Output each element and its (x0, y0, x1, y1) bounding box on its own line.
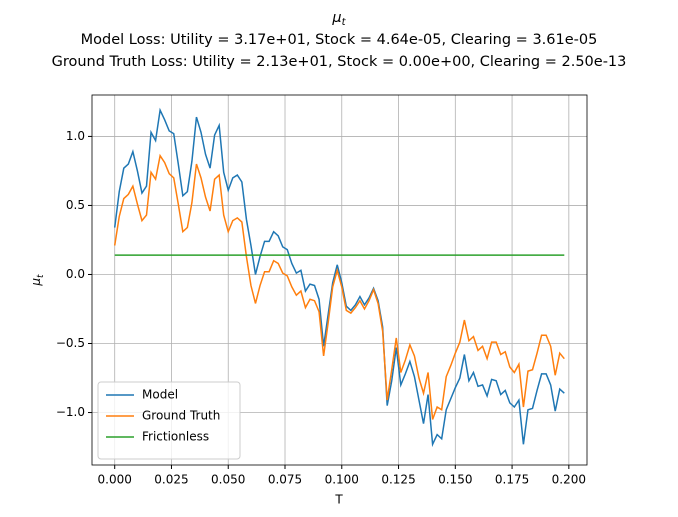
x-axis-label: T (334, 493, 343, 507)
legend-label: Ground Truth (142, 409, 220, 423)
chart-subtitle: Model Loss: Utility = 3.17e+01, Stock = … (81, 32, 598, 48)
x-tick-label: 0.150 (438, 473, 472, 487)
x-tick-label: 0.100 (325, 473, 359, 487)
x-tick-label: 0.000 (98, 473, 132, 487)
legend-label: Frictionless (142, 430, 209, 444)
y-tick-label: 0.5 (66, 198, 85, 212)
chart-title: μt (331, 10, 346, 28)
legend-box (97, 381, 241, 460)
chart-subtitle: Ground Truth Loss: Utility = 2.13e+01, S… (52, 54, 627, 70)
line-series (113, 153, 565, 420)
x-tick-label: 0.075 (268, 473, 302, 487)
y-tick-label: −0.5 (56, 336, 85, 350)
plot-frame (91, 94, 588, 466)
y-tick-label: 1.0 (66, 129, 85, 143)
y-tick-label: −1.0 (56, 405, 85, 419)
x-tick-label: 0.050 (211, 473, 245, 487)
legend-label: Model (142, 388, 178, 402)
y-axis-label: μt (29, 274, 46, 287)
x-tick-label: 0.125 (381, 473, 415, 487)
line-series (113, 107, 565, 448)
x-tick-label: 0.175 (495, 473, 529, 487)
x-tick-label: 0.025 (154, 473, 188, 487)
x-tick-label: 0.200 (552, 473, 586, 487)
y-tick-label: 0.0 (66, 267, 85, 281)
